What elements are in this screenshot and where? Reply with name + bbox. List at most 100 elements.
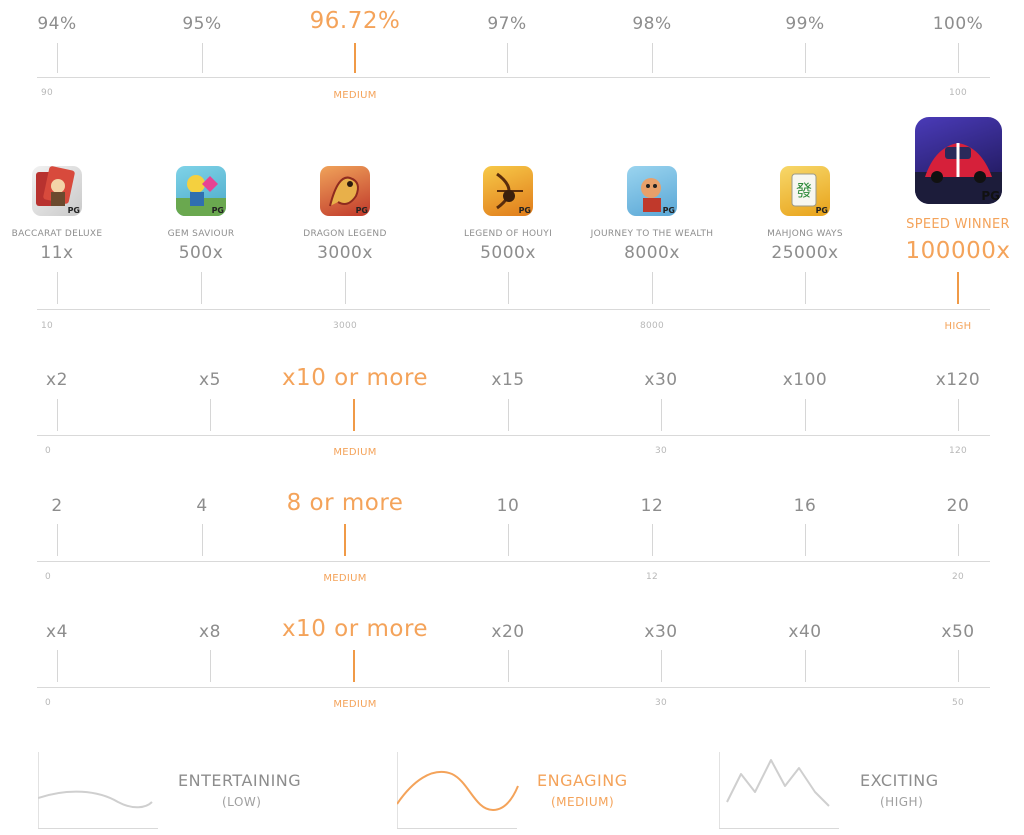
scale-mid: 3000: [332, 321, 358, 331]
tick: [57, 399, 58, 431]
scale-max: 120: [948, 446, 968, 456]
game-name: LEGEND OF HOUYI: [463, 229, 553, 239]
svg-text:發: 發: [796, 181, 812, 200]
rtp-label-highlight: 96.72%: [309, 8, 401, 34]
scale-label: x100: [782, 370, 828, 390]
game-multiplier-highlight: 100000x: [905, 238, 1011, 264]
game-multiplier: 25000x: [771, 243, 839, 263]
tick: [652, 272, 653, 304]
tick: [805, 399, 806, 431]
scale-max: 100: [948, 88, 968, 98]
scale-baseline: [37, 687, 990, 688]
tick-highlight: [344, 524, 346, 556]
tick-highlight: [353, 399, 355, 431]
scale-baseline: [37, 561, 990, 562]
volatility-title-highlight: ENGAGING: [537, 771, 628, 790]
volatility-axis: [719, 828, 839, 829]
scale-mid: 12: [645, 572, 659, 582]
scale-mid: 30: [654, 698, 668, 708]
baccarat-icon[interactable]: PG: [32, 166, 82, 216]
scale-max: 50: [951, 698, 965, 708]
scale-level: MEDIUM: [333, 90, 377, 101]
pg-badge: PG: [355, 206, 368, 215]
tick: [57, 272, 58, 304]
tick: [202, 43, 203, 73]
game-multiplier: 3000x: [317, 243, 373, 263]
tick: [508, 399, 509, 431]
gem-saviour-icon[interactable]: PG: [176, 166, 226, 216]
game-name: DRAGON LEGEND: [303, 229, 387, 239]
rtp-label: 100%: [932, 14, 984, 34]
pg-badge: PG: [815, 206, 828, 215]
tick: [805, 524, 806, 556]
pg-badge: PG: [518, 206, 531, 215]
game-multiplier: 500x: [178, 243, 224, 263]
tick: [805, 43, 806, 73]
scale-label: x8: [199, 622, 221, 642]
scale-level: MEDIUM: [333, 699, 377, 710]
tick: [508, 272, 509, 304]
scale-mid: 30: [654, 446, 668, 456]
high-wave-icon: [726, 759, 830, 807]
tick: [57, 650, 58, 682]
pg-badge: PG: [662, 206, 675, 215]
rtp-label: 94%: [37, 14, 77, 34]
scale-label: 10: [496, 496, 520, 516]
tick: [958, 399, 959, 431]
rtp-label: 99%: [785, 14, 825, 34]
tick: [57, 43, 58, 73]
scale-label: x30: [644, 370, 678, 390]
scale-label: x2: [46, 370, 68, 390]
rtp-label: 95%: [182, 14, 222, 34]
volatility-subtitle: (LOW): [222, 795, 262, 809]
scale-mid: 8000: [639, 321, 665, 331]
volatility-axis: [38, 828, 158, 829]
scale-label: 20: [946, 496, 970, 516]
tick: [57, 524, 58, 556]
game-name-highlight: SPEED WINNER: [906, 217, 1010, 232]
tick: [652, 43, 653, 73]
scale-label: x120: [935, 370, 981, 390]
game-multiplier: 11x: [40, 243, 74, 263]
speed-winner-icon[interactable]: PG: [915, 117, 1002, 204]
scale-min: 10: [40, 321, 54, 331]
pg-badge: PG: [67, 206, 80, 215]
scale-min: 0: [44, 446, 52, 456]
scale-label: 16: [793, 496, 817, 516]
scale-baseline: [37, 309, 990, 310]
volatility-axis: [397, 752, 398, 828]
tick: [661, 399, 662, 431]
scale-min: 90: [40, 88, 54, 98]
dragon-icon[interactable]: PG: [320, 166, 370, 216]
journey-icon[interactable]: PG: [627, 166, 677, 216]
tick: [201, 272, 202, 304]
scale-max: 20: [951, 572, 965, 582]
game-multiplier: 5000x: [480, 243, 536, 263]
scale-min: 0: [44, 698, 52, 708]
tick: [958, 650, 959, 682]
mahjong-icon[interactable]: 發 PG: [780, 166, 830, 216]
scale-level: HIGH: [944, 321, 972, 332]
houyi-icon[interactable]: PG: [483, 166, 533, 216]
scale-min: 0: [44, 572, 52, 582]
volatility-subtitle: (HIGH): [880, 795, 924, 809]
game-name: JOURNEY TO THE WEALTH: [590, 229, 714, 239]
volatility-title: ENTERTAINING: [178, 771, 302, 790]
scale-label: x4: [46, 622, 68, 642]
game-name: BACCARAT DELUXE: [11, 229, 103, 239]
scale-label-highlight: x10 or more: [281, 616, 429, 642]
volatility-axis: [38, 752, 39, 828]
tick: [210, 399, 211, 431]
scale-label: x50: [941, 622, 975, 642]
rtp-label: 97%: [487, 14, 527, 34]
tick: [958, 43, 959, 73]
game-name: MAHJONG WAYS: [767, 229, 843, 239]
tick-highlight: [353, 650, 355, 682]
scale-label: 2: [51, 496, 63, 516]
tick: [508, 524, 509, 556]
tick: [652, 524, 653, 556]
tick-highlight: [354, 43, 356, 73]
scale-label: x20: [491, 622, 525, 642]
scale-baseline: [37, 77, 990, 78]
game-name: GEM SAVIOUR: [167, 229, 235, 239]
